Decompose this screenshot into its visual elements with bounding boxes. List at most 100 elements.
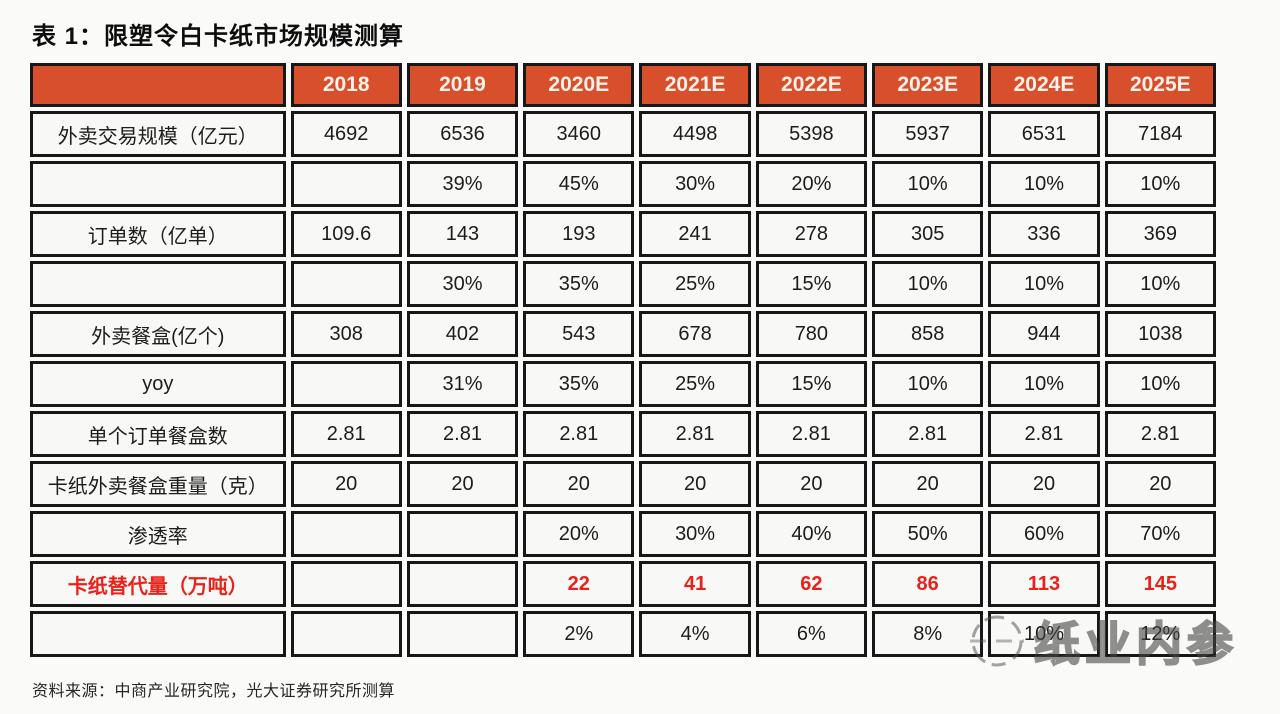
column-header: 2025E xyxy=(1104,63,1216,107)
row-label xyxy=(30,261,286,307)
data-cell: 25% xyxy=(639,261,751,307)
data-cell: 2% xyxy=(523,611,635,657)
data-cell: 145 xyxy=(1104,561,1216,607)
data-cell xyxy=(290,511,402,557)
data-cell: 369 xyxy=(1104,211,1216,257)
data-cell: 5937 xyxy=(872,111,984,157)
page-title: 表 1：限塑令白卡纸市场规模测算 xyxy=(32,23,405,50)
column-header: 2019 xyxy=(406,63,519,107)
data-cell: 45% xyxy=(523,161,635,207)
row-label xyxy=(30,161,286,207)
data-cell: 12% xyxy=(1104,611,1216,657)
column-header: 2022E xyxy=(755,63,868,107)
data-cell: 10% xyxy=(988,361,1100,407)
data-cell: 22 xyxy=(523,561,635,607)
data-cell: 10% xyxy=(988,261,1100,307)
table-row: 30% 35% 25% 15% 10% 10% 10% xyxy=(30,261,1216,307)
data-cell: 2.81 xyxy=(523,411,635,457)
row-label: yoy xyxy=(30,361,286,407)
data-cell: 4% xyxy=(639,611,751,657)
data-cell: 3460 xyxy=(523,111,635,157)
data-cell: 143 xyxy=(406,211,519,257)
row-label: 卡纸替代量（万吨） xyxy=(30,561,286,607)
source-note: 资料来源：中商产业研究院，光大证券研究所测算 xyxy=(32,683,396,700)
data-cell: 86 xyxy=(872,561,984,607)
data-cell: 780 xyxy=(755,311,868,357)
table-body: 外卖交易规模（亿元） 4692 6536 3460 4498 5398 5937 6531 71… xyxy=(30,111,1216,657)
data-cell: 4498 xyxy=(639,111,751,157)
row-label: 外卖交易规模（亿元） xyxy=(30,111,286,157)
data-cell: 109.6 xyxy=(290,211,402,257)
table-row: 2% 4% 6% 8% 10% 12% xyxy=(30,611,1216,657)
data-cell: 20 xyxy=(872,461,984,507)
data-cell: 6531 xyxy=(988,111,1100,157)
data-cell: 20% xyxy=(755,161,868,207)
data-cell: 2.81 xyxy=(755,411,868,457)
data-cell: 2.81 xyxy=(988,411,1100,457)
row-label xyxy=(30,611,286,657)
data-cell xyxy=(290,561,402,607)
column-header: 2020E xyxy=(523,63,635,107)
data-cell: 70% xyxy=(1104,511,1216,557)
table-row: 卡纸外卖餐盒重量（克） 20 20 20 20 20 20 20 20 xyxy=(30,461,1216,507)
data-cell: 6% xyxy=(755,611,868,657)
data-cell: 15% xyxy=(755,361,868,407)
data-cell: 305 xyxy=(872,211,984,257)
market-size-table: 2018 2019 2020E 2021E 2022E 2023E 2024E 2025E 外… xyxy=(25,59,1221,661)
data-cell: 278 xyxy=(755,211,868,257)
data-cell: 10% xyxy=(1104,361,1216,407)
table-header: 2018 2019 2020E 2021E 2022E 2023E 2024E 2025E xyxy=(30,63,1216,107)
data-cell: 10% xyxy=(988,161,1100,207)
data-cell: 113 xyxy=(988,561,1100,607)
data-cell: 8% xyxy=(872,611,984,657)
data-cell: 20% xyxy=(523,511,635,557)
row-label: 外卖餐盒(亿个) xyxy=(30,311,286,357)
data-cell: 2.81 xyxy=(406,411,519,457)
row-label: 单个订单餐盒数 xyxy=(30,411,286,457)
data-cell: 193 xyxy=(523,211,635,257)
data-cell: 6536 xyxy=(406,111,519,157)
data-cell: 50% xyxy=(872,511,984,557)
data-cell xyxy=(290,161,402,207)
data-cell: 2.81 xyxy=(290,411,402,457)
data-cell: 1038 xyxy=(1104,311,1216,357)
data-cell: 40% xyxy=(755,511,868,557)
row-label: 渗透率 xyxy=(30,511,286,557)
table-row: 外卖餐盒(亿个) 308 402 543 678 780 858 944 1038 xyxy=(30,311,1216,357)
table-row: yoy 31% 35% 25% 15% 10% 10% 10% xyxy=(30,361,1216,407)
data-cell: 30% xyxy=(639,511,751,557)
data-cell xyxy=(406,561,519,607)
row-label: 订单数（亿单） xyxy=(30,211,286,257)
data-cell: 308 xyxy=(290,311,402,357)
data-cell: 20 xyxy=(406,461,519,507)
data-cell: 543 xyxy=(523,311,635,357)
data-cell: 20 xyxy=(523,461,635,507)
column-header: 2023E xyxy=(872,63,984,107)
data-cell: 678 xyxy=(639,311,751,357)
data-cell: 10% xyxy=(872,161,984,207)
data-cell xyxy=(406,611,519,657)
data-cell xyxy=(290,261,402,307)
data-cell: 31% xyxy=(406,361,519,407)
table-row: 渗透率 20% 30% 40% 50% 60% 70% xyxy=(30,511,1216,557)
data-cell: 2.81 xyxy=(639,411,751,457)
table-row: 39% 45% 30% 20% 10% 10% 10% xyxy=(30,161,1216,207)
data-cell: 336 xyxy=(988,211,1100,257)
data-cell: 241 xyxy=(639,211,751,257)
data-cell: 2.81 xyxy=(872,411,984,457)
data-cell: 35% xyxy=(523,361,635,407)
data-cell: 20 xyxy=(1104,461,1216,507)
data-cell: 35% xyxy=(523,261,635,307)
data-cell: 41 xyxy=(639,561,751,607)
data-cell: 402 xyxy=(406,311,519,357)
table-row: 卡纸替代量（万吨） 22 41 62 86 113 145 xyxy=(30,561,1216,607)
data-cell xyxy=(406,511,519,557)
data-cell: 5398 xyxy=(755,111,868,157)
row-label-header xyxy=(30,63,286,107)
data-cell: 25% xyxy=(639,361,751,407)
data-cell: 20 xyxy=(988,461,1100,507)
data-cell: 39% xyxy=(406,161,519,207)
table-row: 外卖交易规模（亿元） 4692 6536 3460 4498 5398 5937 6531 71… xyxy=(30,111,1216,157)
column-header: 2024E xyxy=(988,63,1100,107)
